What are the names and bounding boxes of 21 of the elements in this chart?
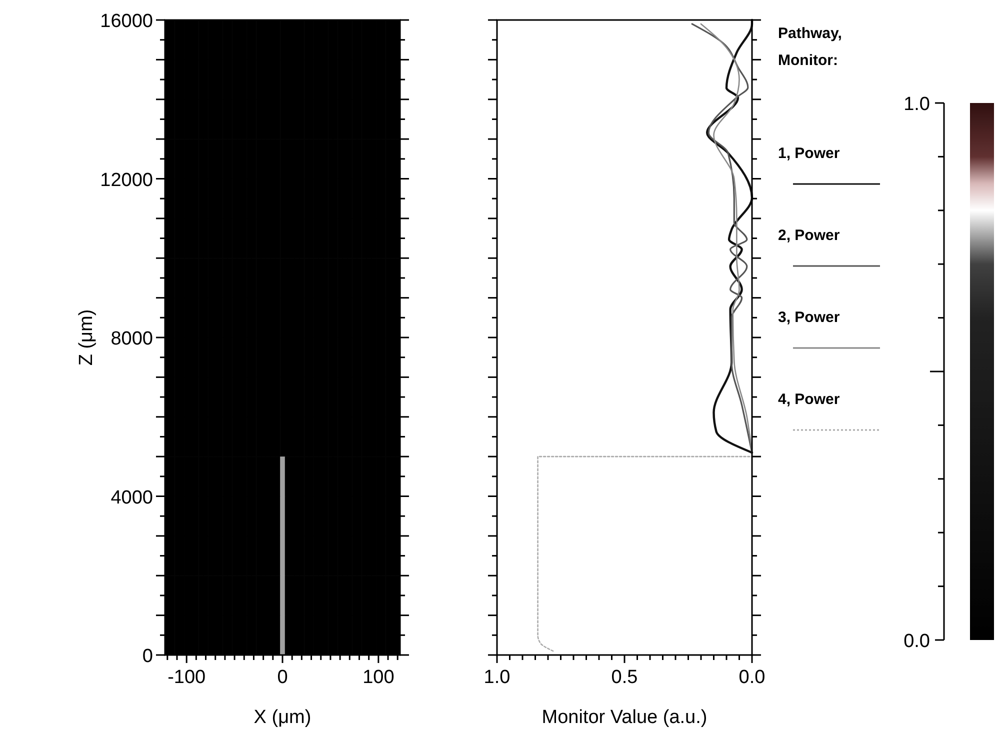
color-bar-label: 0.0 [904, 631, 930, 652]
x-axis-title: Monitor Value (a.u.) [542, 707, 708, 728]
color-bar-label: 1.0 [904, 94, 930, 115]
text: 1, Power [778, 145, 840, 162]
y-tick-label: 4000 [110, 487, 153, 508]
text: 3, Power [778, 309, 840, 326]
y-tick-label: 12000 [100, 170, 153, 191]
text: 4, Power [778, 391, 840, 408]
y-tick-label: 0 [142, 646, 153, 667]
y-axis-title: Z (μm) [76, 309, 97, 366]
text: 2, Power [778, 227, 840, 244]
x-tick-label: -100 [168, 667, 206, 688]
x-axis-title: X (μm) [254, 707, 312, 728]
x-tick-label: 0.0 [738, 667, 766, 688]
y-tick-label: 16000 [100, 11, 153, 32]
x-tick-label: 0.5 [611, 667, 638, 688]
y-tick-label: 8000 [110, 328, 153, 350]
x-tick-label: 1.0 [484, 667, 510, 688]
legend-title: Pathway, Monitor: [778, 25, 842, 69]
x-tick-label: 100 [362, 667, 394, 688]
x-tick-label: 0 [277, 667, 288, 688]
